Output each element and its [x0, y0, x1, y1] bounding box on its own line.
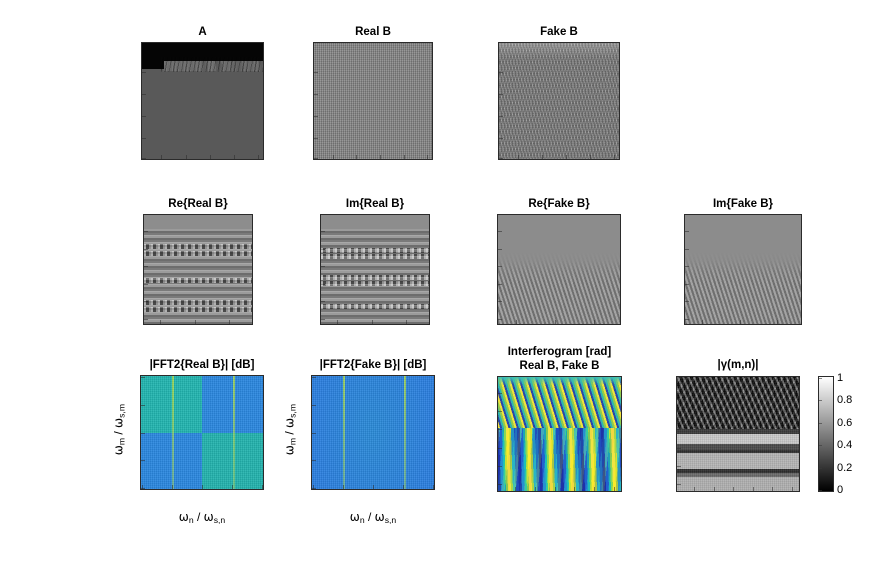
- panel-fft2-fake-b: |FFT2{Fake B}| [dB] -0.5 -0.25 0 0.25 0.…: [282, 359, 435, 525]
- panel-re-real-b-fringe-image: [144, 215, 252, 324]
- panel-a-title: A: [198, 26, 207, 38]
- panel-real-b: Real B 50 100 150 200 250 50 100 150 200…: [313, 26, 433, 160]
- panel-fake-b-title: Fake B: [540, 26, 578, 38]
- colorbar-tick: 0: [837, 483, 844, 496]
- spectral-streak-neg: [171, 376, 174, 489]
- panel-fft2-real-b-heatmap: [141, 376, 263, 489]
- panel-im-fake-b-title: Im{Fake B}: [712, 198, 774, 210]
- panel-interferogram-title-line1: Interferogram [rad]: [507, 346, 612, 358]
- panel-interferogram: Interferogram [rad] Real B, Fake B 20 40…: [497, 346, 622, 506]
- panel-fft2-fake-b-ylabel: ωm / ωs,m: [282, 403, 298, 456]
- panel-fft2-real-b-xlabel: ωn / ωs,n: [178, 510, 226, 526]
- panel-coherence-image: [677, 377, 799, 491]
- panel-fft2-real-b-ylabel: ωm / ωs,m: [111, 403, 127, 456]
- panel-im-real-b-noise-band: [321, 254, 429, 260]
- panel-re-real-b-noise-band: [144, 306, 252, 312]
- coherence-band: [677, 472, 799, 478]
- panel-a: A 50 100 150 200 250 50 100 150 200 250: [141, 26, 264, 160]
- colorbar-tick: 0.8: [837, 394, 853, 407]
- colorbar-tick: 0.4: [837, 439, 853, 452]
- panel-re-real-b-flat-top: [144, 215, 252, 230]
- panel-coherence-axes: 20 40 60 80 100 120 20 40 60 80 100 120: [676, 376, 800, 492]
- panel-fake-b: Fake B 50 100 150 200 250 50 100 150 200…: [498, 26, 620, 160]
- panel-fft2-real-b-grain: [141, 376, 263, 489]
- panel-fft2-real-b-title: |FFT2{Real B}| [dB]: [149, 359, 255, 371]
- panel-im-real-b-noise-band: [321, 247, 429, 253]
- colorbar-tick: 0.2: [837, 461, 853, 474]
- coherence-band: [677, 449, 799, 454]
- panel-im-fake-b-upper-mask: [685, 215, 801, 324]
- panel-interferogram-phase-image: [498, 377, 621, 491]
- panel-im-fake-b-axes: 20 40 60 80 100 120 20 60 100: [684, 214, 802, 325]
- panel-im-real-b-noise-band: [321, 274, 429, 280]
- panel-im-real-b-axes: 20 40 60 80 100 120 20 60 100: [320, 214, 430, 325]
- panel-re-real-b-noise-band: [144, 250, 252, 256]
- panel-im-fake-b: Im{Fake B} 20 40 60 80 100 120 20 60 100: [684, 198, 802, 325]
- coherence-band: [677, 444, 799, 450]
- coherence-low-region: [677, 377, 799, 430]
- panel-interferogram-axes: 20 40 60 80 100 120 20 40 60 80 100 120: [497, 376, 622, 492]
- panel-fake-b-axes: 50 100 150 200 250 50 100 150 200 250: [498, 42, 620, 160]
- panel-re-fake-b-axes: 20 40 60 80 100 120 20 60 100: [497, 214, 621, 325]
- panel-coherence-title: |γ(m,n)|: [717, 359, 759, 371]
- panel-fft2-fake-b-axes: -0.5 -0.25 0 0.25 0.5 -0.5 -0.25 0 0.25 …: [311, 375, 435, 490]
- coherence-colorbar[interactable]: 1 0.8 0.6 0.4 0.2 0: [818, 372, 852, 496]
- panel-fft2-real-b-axes: -0.5 -0.25 0 0.25 0.5 -0.5 -0.25 0 0.25 …: [140, 375, 264, 490]
- panel-coherence: |γ(m,n)| 20 40 60 80: [676, 359, 800, 502]
- coherence-band: [677, 434, 799, 445]
- panel-im-real-b-title: Im{Real B}: [345, 198, 405, 210]
- panel-a-speckle-grain: [161, 56, 263, 72]
- panel-real-b-axes: 50 100 150 200 250 50 100 150 200 250: [313, 42, 433, 160]
- panel-fft2-real-b: |FFT2{Real B}| [dB] -0.5 -0.25 0 0.25 0.…: [111, 359, 264, 525]
- panel-im-real-b: Im{Real B} 20 40 60 80 100 120 20 60 100: [320, 198, 430, 325]
- panel-re-real-b-axes: 20 40 60 80 100 120 20 60 100: [143, 214, 253, 325]
- spectral-streak-neg: [342, 376, 345, 489]
- panel-fft2-fake-b-heatmap: [312, 376, 434, 489]
- panel-fft2-fake-b-title: |FFT2{Fake B}| [dB]: [319, 359, 427, 371]
- panel-fake-b-top-highlight: [499, 43, 619, 59]
- colorbar-tick: 1: [837, 372, 844, 385]
- panel-interferogram-title-line2: Real B, Fake B: [519, 360, 600, 372]
- panel-re-real-b-title: Re{Real B}: [168, 198, 228, 210]
- panel-fft2-fake-b-grain: [312, 376, 434, 489]
- spectral-streak-pos: [232, 376, 235, 489]
- panel-real-b-speckle-image: [314, 43, 432, 159]
- panel-re-real-b: Re{Real B} 20 40 60 80 100 120 20 60 100: [143, 198, 253, 325]
- coherence-band: [677, 453, 799, 470]
- coherence-band: [677, 429, 799, 434]
- panel-re-real-b-noise-band: [144, 244, 252, 250]
- coherence-band: [677, 469, 799, 473]
- panel-re-fake-b-title: Re{Fake B}: [528, 198, 590, 210]
- panel-im-real-b-fringe-image: [321, 215, 429, 324]
- panel-re-real-b-noise-band: [144, 278, 252, 284]
- spectral-streak-pos: [403, 376, 406, 489]
- coherence-band: [677, 477, 799, 491]
- panel-im-real-b-flat-top: [321, 215, 429, 230]
- panel-re-fake-b: Re{Fake B} 20 40 60 80 100 120 20 60 100: [497, 198, 621, 325]
- panel-fft2-fake-b-xlabel: ωn / ωs,n: [349, 510, 397, 526]
- colorbar-tick: 0.6: [837, 416, 853, 429]
- panel-re-real-b-noise-band: [144, 300, 252, 306]
- panel-im-real-b-noise-band: [321, 304, 429, 310]
- panel-a-axes: 50 100 150 200 250 50 100 150 200 250: [141, 42, 264, 160]
- panel-fake-b-speckle-image: [499, 43, 619, 159]
- panel-re-fake-b-upper-mask: [498, 215, 620, 324]
- panel-real-b-title: Real B: [355, 26, 391, 38]
- panel-a-nodule-boundary: [163, 60, 263, 72]
- panel-im-real-b-noise-band: [321, 281, 429, 287]
- panel-coherence-grain: [677, 377, 799, 491]
